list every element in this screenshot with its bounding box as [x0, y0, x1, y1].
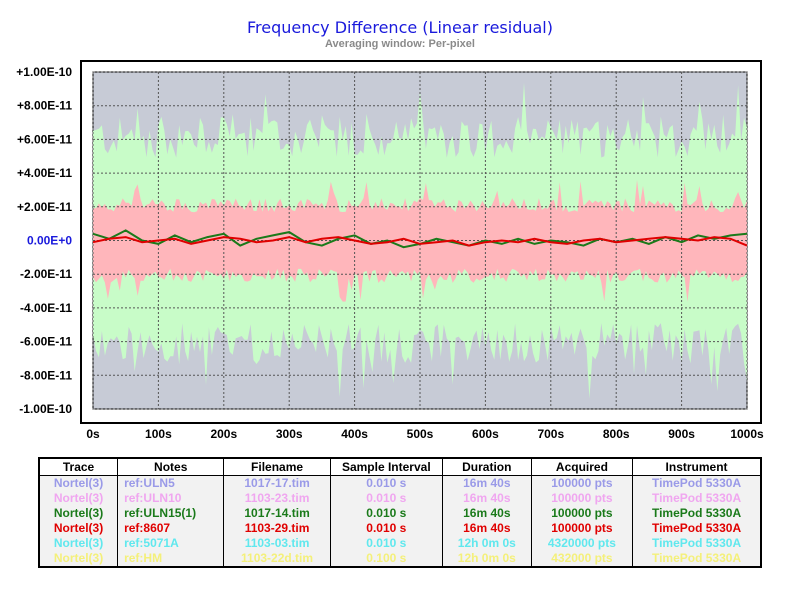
x-tick-label: 300s [276, 427, 303, 441]
x-axis: 0s 100s 200s 300s 400s 500s 600s 700s 800s 900s 10… [86, 427, 764, 441]
x-tick-label: 900s [668, 427, 695, 441]
legend-cell: ref:ULN5 [117, 475, 225, 491]
trace-legend-table: Trace Notes Filename Sample Interval Duratio… [38, 457, 762, 568]
legend-body: Nortel(3) ref:ULN5 1017-17.tim 0.010 s 16m 4… [38, 475, 762, 567]
legend-cell: 0.010 s [329, 521, 443, 536]
legend-cell: 0.010 s [329, 491, 443, 506]
y-tick-label: -4.00E-11 [20, 301, 72, 315]
x-tick-label: 700s [537, 427, 564, 441]
legend-header-cell: Instrument [632, 457, 762, 476]
legend-cell: 1017-17.tim [223, 475, 331, 491]
legend-row: Nortel(3) ref:ULN10 1103-23.tim 0.010 s 16m … [38, 491, 762, 506]
x-tick-label: 600s [472, 427, 499, 441]
legend-cell: 0.010 s [329, 506, 443, 521]
y-tick-label: -6.00E-11 [20, 335, 72, 349]
legend-cell: TimePod 5330A [632, 506, 762, 521]
legend-cell: TimePod 5330A [632, 475, 762, 491]
legend-cell: 1017-14.tim [223, 506, 331, 521]
y-tick-label: +6.00E-11 [17, 132, 72, 146]
legend-cell: 16m 40s [441, 491, 532, 506]
legend-header-cell: Filename [223, 457, 331, 476]
legend-cell: 0.010 s [329, 536, 443, 551]
x-tick-label: 200s [210, 427, 237, 441]
chart-subtitle: Averaging window: Per-pixel [325, 38, 475, 50]
legend-row: Nortel(3) ref:8607 1103-29.tim 0.010 s 16m 4… [38, 521, 762, 536]
legend-row: Nortel(3) ref:ULN5 1017-17.tim 0.010 s 16m 4… [38, 475, 762, 491]
legend-cell: 16m 40s [441, 475, 532, 491]
legend-cell: 100000 pts [530, 475, 634, 491]
legend-header-row: Trace Notes Filename Sample Interval Duratio… [38, 457, 762, 476]
legend-cell: ref:ULN10 [117, 491, 225, 506]
chart-title: Frequency Difference (Linear residual) [246, 18, 553, 37]
legend-cell: ref:HM [117, 551, 225, 567]
legend-header-cell: Trace [38, 457, 119, 476]
legend-cell: 1103-03.tim [223, 536, 331, 551]
x-tick-label: 100s [145, 427, 172, 441]
grid-layer [92, 71, 748, 410]
x-tick-label: 500s [407, 427, 434, 441]
legend-cell: 4320000 pts [530, 536, 634, 551]
x-tick-label: 0s [86, 427, 100, 441]
legend-cell: TimePod 5330A [632, 491, 762, 506]
legend-cell: Nortel(3) [38, 551, 119, 567]
legend-cell: ref:8607 [117, 521, 225, 536]
legend-header-cell: Notes [117, 457, 225, 476]
legend-cell: 16m 40s [441, 521, 532, 536]
y-tick-label: 0.00E+0 [27, 234, 72, 248]
legend-row: Nortel(3) ref:5071A 1103-03.tim 0.010 s 12h … [38, 536, 762, 551]
legend-cell: Nortel(3) [38, 506, 119, 521]
legend-cell: Nortel(3) [38, 475, 119, 491]
legend-cell: ref:ULN15(1) [117, 506, 225, 521]
legend-cell: 12h 0m 0s [441, 536, 532, 551]
y-tick-label: -1.00E-10 [19, 402, 72, 416]
y-tick-label: -2.00E-11 [20, 267, 72, 281]
y-tick-label: +1.00E-10 [16, 65, 72, 79]
legend-cell: 100000 pts [530, 521, 634, 536]
legend-cell: ref:5071A [117, 536, 225, 551]
legend-cell: 100000 pts [530, 491, 634, 506]
legend-cell: Nortel(3) [38, 491, 119, 506]
y-tick-label: -8.00E-11 [20, 368, 72, 382]
y-tick-label: +2.00E-11 [17, 200, 72, 214]
y-tick-label: +8.00E-11 [17, 99, 72, 113]
legend-cell: TimePod 5330A [632, 521, 762, 536]
chart-canvas: +1.00E-10 +8.00E-11 +6.00E-11 +4.00E-11 +2.0… [16, 60, 764, 441]
legend-cell: 1103-23.tim [223, 491, 331, 506]
x-tick-label: 400s [341, 427, 368, 441]
legend-row: Nortel(3) ref:HM 1103-22d.tim 0.100 s 12h 0m… [38, 551, 762, 567]
legend-cell: Nortel(3) [38, 536, 119, 551]
legend-cell: 0.100 s [329, 551, 443, 567]
legend-header-cell: Acquired [530, 457, 634, 476]
x-tick-label: 800s [603, 427, 630, 441]
y-axis: +1.00E-10 +8.00E-11 +6.00E-11 +4.00E-11 +2.0… [16, 65, 72, 416]
y-tick-label: +4.00E-11 [17, 166, 72, 180]
legend-cell: 0.010 s [329, 475, 443, 491]
legend-cell: 432000 pts [530, 551, 634, 567]
legend-cell: 1103-29.tim [223, 521, 331, 536]
legend-cell: 100000 pts [530, 506, 634, 521]
legend-cell: TimePod 5330A [632, 551, 762, 567]
legend-cell: 1103-22d.tim [223, 551, 331, 567]
legend-header-cell: Sample Interval [329, 457, 443, 476]
x-tick-label: 1000s [730, 427, 764, 441]
legend-cell: Nortel(3) [38, 521, 119, 536]
legend-cell: TimePod 5330A [632, 536, 762, 551]
legend-header-cell: Duration [441, 457, 532, 476]
series-layer [92, 229, 748, 249]
legend-cell: 12h 0m 0s [441, 551, 532, 567]
series-line-1 [92, 236, 748, 247]
legend-cell: 16m 40s [441, 506, 532, 521]
